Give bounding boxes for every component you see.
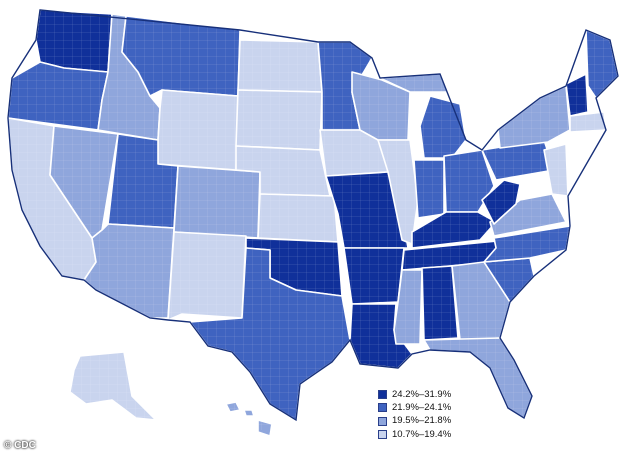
state-vermont-nh [565,73,589,117]
state-south-dakota [235,89,323,151]
legend-item: 24.2%–31.9% [378,388,451,401]
legend-swatch [378,403,387,413]
state-north-dakota [237,39,323,93]
state-arizona [83,223,175,319]
state-colorado [173,165,261,239]
state-new-york [497,85,571,149]
state-maine [585,29,619,99]
coastline-outline [7,9,619,422]
source-credit: © CDC [4,440,36,451]
legend-swatch [378,429,387,439]
legend-label: 10.7%–19.4% [392,428,452,440]
state-new-jersey-md-de [543,143,569,197]
state-arkansas [343,247,405,305]
legend: 24.2%–31.9% 21.9%–24.1% 19.5%–21.8% 10.7… [378,388,451,441]
state-indiana [413,159,445,219]
state-new-mexico [167,231,247,321]
legend-label: 24.2%–31.9% [392,389,452,400]
state-alaska [69,351,157,421]
state-wyoming [157,89,239,171]
legend-item: 21.9%–24.1% [378,401,451,414]
state-washington [35,9,113,73]
legend-swatch [378,390,387,400]
state-michigan [419,95,467,159]
legend-label: 21.9%–24.1% [392,402,452,414]
legend-item: 19.5%–21.8% [378,414,451,427]
legend-label: 19.5%–21.8% [392,415,452,427]
legend-swatch [378,416,387,426]
state-hawaii [225,401,273,437]
state-kansas [257,193,339,243]
legend-item: 10.7%–19.4% [378,428,451,441]
